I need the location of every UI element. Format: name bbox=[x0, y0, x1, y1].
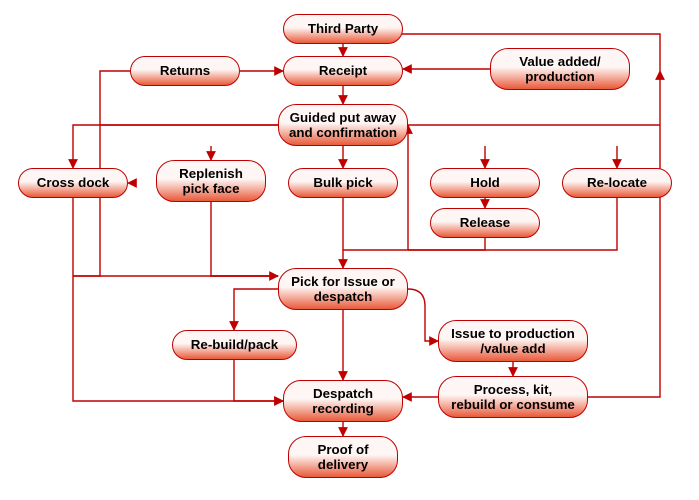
edge-7 bbox=[73, 125, 100, 276]
node-returns: Returns bbox=[130, 56, 240, 86]
node-pick-issue: Pick for Issue or despatch bbox=[278, 268, 408, 310]
node-issue-prod: Issue to production /value add bbox=[438, 320, 588, 362]
node-guided: Guided put away and confirmation bbox=[278, 104, 408, 146]
edge-6 bbox=[100, 71, 130, 125]
node-despatch: Despatch recording bbox=[283, 380, 403, 422]
node-bulk-pick: Bulk pick bbox=[288, 168, 398, 198]
node-cross-dock: Cross dock bbox=[18, 168, 128, 198]
edge-24 bbox=[234, 289, 278, 330]
node-hold: Hold bbox=[430, 168, 540, 198]
node-receipt: Receipt bbox=[283, 56, 403, 86]
flowchart-canvas: Third Party Returns Receipt Value added/ pr… bbox=[0, 0, 699, 500]
edge-32 bbox=[588, 71, 660, 397]
edge-15 bbox=[408, 238, 485, 250]
node-proof: Proof of delivery bbox=[288, 436, 398, 478]
node-process-kit: Process, kit, rebuild or consume bbox=[438, 376, 588, 418]
edge-26 bbox=[234, 360, 283, 401]
edge-20 bbox=[211, 202, 278, 276]
node-relocate: Re-locate bbox=[562, 168, 672, 198]
edge-25 bbox=[408, 289, 438, 341]
node-rebuild-pack: Re-build/pack bbox=[172, 330, 297, 360]
node-release: Release bbox=[430, 208, 540, 238]
node-replenish: Replenish pick face bbox=[156, 160, 266, 202]
edge-29 bbox=[73, 198, 283, 401]
node-value-added: Value added/ production bbox=[490, 48, 630, 90]
node-third-party: Third Party bbox=[283, 14, 403, 44]
